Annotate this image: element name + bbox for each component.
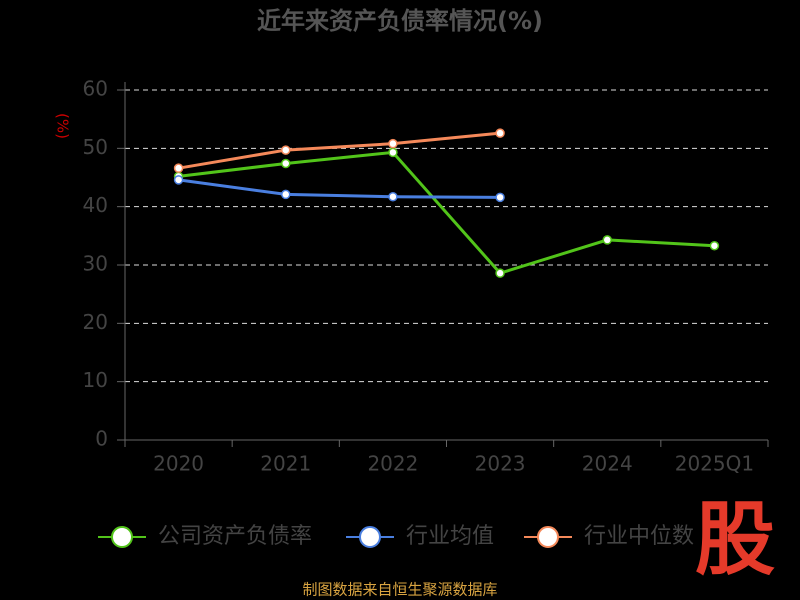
x-tick-label: 2023 [475, 452, 526, 476]
data-point [281, 158, 291, 169]
x-tick-label: 2024 [582, 452, 633, 476]
x-tick-label: 2020 [153, 452, 204, 476]
data-point [388, 147, 398, 158]
legend-marker [537, 526, 559, 548]
legend-label: 公司资产负债率 [158, 524, 312, 549]
data-point [495, 128, 505, 138]
y-tick-label: 50 [83, 135, 108, 159]
y-tick-label: 20 [83, 310, 108, 334]
chart-title: 近年来资产负债率情况(%) [257, 7, 543, 35]
y-tick-label: 60 [83, 77, 108, 101]
data-point [495, 192, 505, 203]
y-tick-label: 0 [95, 427, 108, 451]
data-point [388, 192, 398, 202]
x-tick-label: 2022 [367, 452, 418, 476]
data-point [495, 268, 505, 278]
legend-marker [359, 526, 381, 548]
data-point [709, 241, 720, 251]
series-line [178, 150, 715, 275]
logo: 股 [695, 493, 775, 586]
y-tick-label: 10 [83, 368, 108, 392]
data-point [281, 189, 291, 200]
data-point [173, 163, 184, 173]
series-line [178, 131, 501, 170]
y-axis-label: (%) [54, 113, 72, 139]
data-point [602, 235, 612, 245]
data-point [388, 138, 398, 149]
x-tick-label: 2021 [260, 452, 311, 476]
series-line [178, 178, 501, 199]
x-tick-label: 2025Q1 [675, 452, 754, 476]
legend-marker [111, 526, 133, 548]
source-note: 制图数据来自恒生聚源数据库 [302, 581, 497, 599]
legend-label: 行业均值 [406, 524, 494, 549]
data-point [281, 145, 291, 155]
y-tick-label: 30 [83, 252, 108, 276]
data-point [173, 175, 184, 185]
y-tick-label: 40 [83, 193, 108, 217]
legend-label: 行业中位数 [584, 524, 694, 549]
